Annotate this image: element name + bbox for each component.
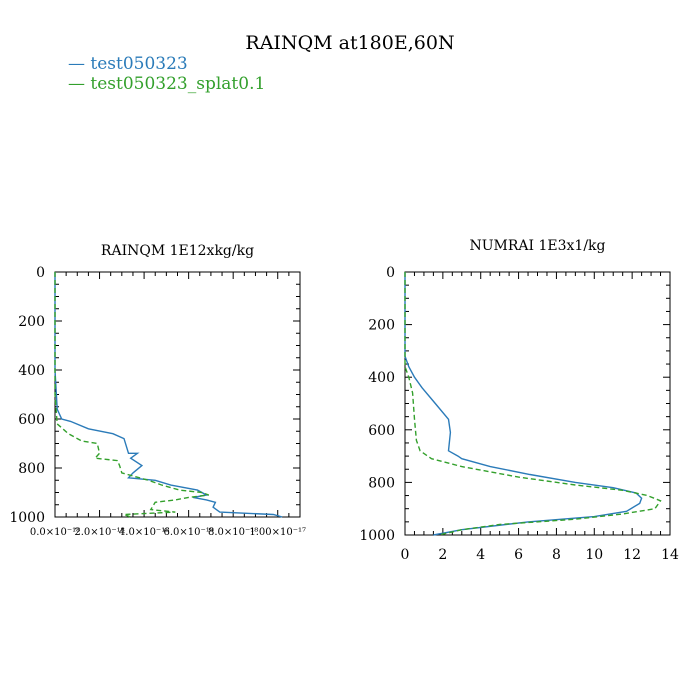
y-tick-label: 800: [368, 475, 395, 491]
panel-1-frame: [54, 271, 301, 518]
y-tick-label: 0: [386, 265, 395, 281]
series-line-2: [54, 272, 209, 518]
legend-entry-2: — test050323_splat0.1: [68, 74, 265, 94]
figure-title: RAINQM at180E,60N: [245, 32, 455, 54]
y-tick-label: 1000: [9, 510, 45, 526]
x-tick-label: 8.0×10⁻¹⁸: [208, 527, 258, 538]
y-tick-label: 0: [36, 265, 45, 281]
x-tick-label: 6: [514, 547, 523, 563]
x-tick-label: 4: [476, 547, 485, 563]
y-tick-label: 800: [18, 461, 45, 477]
legend-line-icon: —: [68, 74, 91, 94]
y-tick-label: 600: [368, 423, 395, 439]
panel-1-title: RAINQM 1E12xkg/kg: [101, 243, 254, 259]
x-tick-label: 2: [438, 547, 447, 563]
legend-line-icon: —: [68, 54, 91, 74]
legend-label-2: test050323_splat0.1: [90, 74, 266, 94]
y-tick-label: 400: [368, 370, 395, 386]
panel-2-title: NUMRAI 1E3x1/kg: [469, 238, 605, 254]
x-tick-label: 6.0×10⁻¹⁸: [163, 527, 213, 538]
series-line-2: [404, 272, 662, 536]
series-line-1: [54, 272, 283, 518]
x-tick-label: 2.0×10⁻¹⁸: [74, 527, 124, 538]
y-tick-label: 200: [18, 314, 45, 330]
legend: — test050323 — test050323_splat0.1: [68, 54, 265, 94]
x-tick-label: 0: [401, 547, 410, 563]
legend-entry-1: — test050323: [68, 54, 265, 74]
x-tick-label: 1.00×10⁻¹⁷: [249, 527, 306, 538]
y-tick-label: 200: [368, 318, 395, 334]
legend-label-1: test050323: [90, 54, 188, 74]
x-tick-label: 0.0×10⁻¹⁸: [30, 527, 80, 538]
x-tick-label: 10: [585, 547, 603, 563]
series-line-1: [404, 272, 643, 536]
x-tick-label: 14: [661, 547, 679, 563]
x-tick-label: 8: [552, 547, 561, 563]
panel-2-frame: [404, 271, 671, 536]
y-tick-label: 600: [18, 412, 45, 428]
x-tick-label: 12: [623, 547, 641, 563]
y-tick-label: 400: [18, 363, 45, 379]
y-tick-label: 1000: [359, 528, 395, 544]
x-tick-label: 4.0×10⁻¹⁸: [119, 527, 169, 538]
